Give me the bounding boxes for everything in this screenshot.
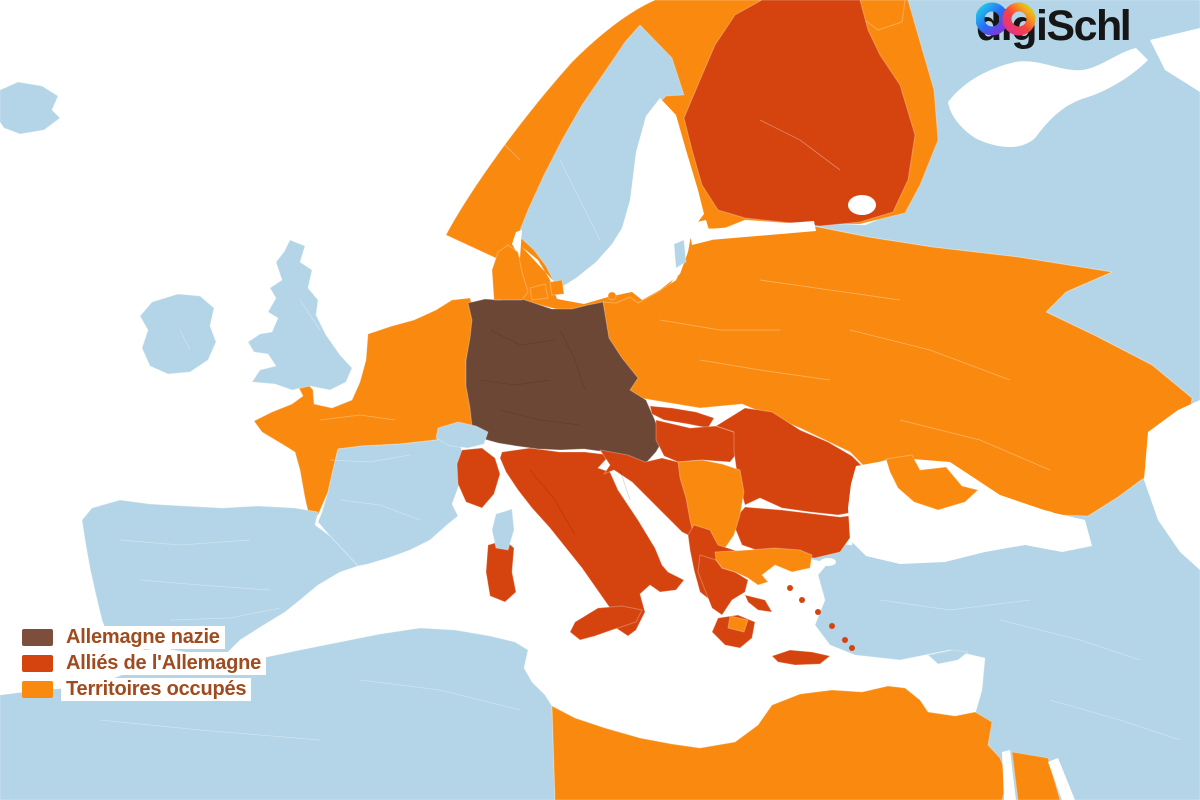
red-sea-water — [1048, 758, 1075, 800]
caspian-sea-water — [1144, 400, 1200, 570]
region-iceland — [0, 81, 61, 135]
baltic-sea-water — [522, 98, 704, 304]
lake-ladoga — [848, 195, 876, 215]
region-bulgaria-ally — [734, 506, 856, 559]
legend: Allemagne nazie Alliés de l'Allemagne Te… — [22, 625, 267, 701]
region-hungary-ally — [655, 419, 739, 463]
sea-of-marmara-water — [820, 558, 836, 566]
region-north-greece-occupied — [714, 547, 813, 586]
suez-canal-water — [1002, 750, 1016, 800]
oslo-fjord-water — [512, 230, 522, 258]
admin-borders-dark — [479, 329, 631, 536]
region-italy-ally — [499, 447, 685, 637]
aegean-islands — [787, 585, 855, 651]
region-sinai-occupied — [1011, 751, 1061, 800]
legend-label-nazi-germany: Allemagne nazie — [61, 625, 225, 649]
region-corsica — [491, 508, 515, 551]
region-ireland — [139, 293, 217, 375]
region-peloponnese-occupied-band — [727, 615, 749, 633]
legend-label-german-allies: Alliés de l'Allemagne — [61, 651, 267, 675]
region-euboea — [744, 594, 773, 613]
legend-row-german-allies: Alliés de l'Allemagne — [22, 651, 267, 675]
region-greece-italian-zone — [697, 554, 749, 616]
legend-label-occupied-territories: Territoires occupés — [61, 677, 252, 701]
region-libya-egypt-occupied — [551, 685, 1009, 800]
region-cyprus — [927, 649, 969, 665]
legend-swatch-occupied-territories — [22, 680, 53, 698]
legend-row-nazi-germany: Allemagne nazie — [22, 625, 266, 649]
region-france-italian-zone — [456, 447, 501, 509]
admin-borders-light — [99, 119, 1181, 741]
legend-swatch-nazi-germany — [22, 628, 53, 646]
region-crete-ally — [771, 649, 831, 666]
digischool-logo: digiSch l — [976, 0, 1132, 52]
region-sicily — [569, 605, 643, 641]
sea-of-azov-water — [982, 497, 1078, 542]
legend-swatch-german-allies — [22, 654, 53, 672]
region-iberia-neutral — [81, 499, 359, 661]
logo-text-suffix: l — [1119, 1, 1132, 50]
gulf-of-finland-water — [694, 221, 816, 241]
region-switzerland-neutral — [435, 421, 489, 449]
region-nazi-germany — [465, 296, 664, 464]
region-denmark-occupied — [491, 244, 529, 301]
region-danish-isles — [529, 279, 565, 301]
region-bornholm — [607, 291, 617, 301]
region-gotland — [673, 239, 687, 269]
region-crimea-occupied — [885, 454, 979, 511]
barents-sea-water — [1150, 28, 1200, 92]
legend-row-occupied-territories: Territoires occupés — [22, 677, 266, 701]
white-sea-water — [948, 48, 1148, 148]
gulf-of-riga-water — [688, 220, 712, 245]
region-great-britain — [247, 239, 353, 391]
